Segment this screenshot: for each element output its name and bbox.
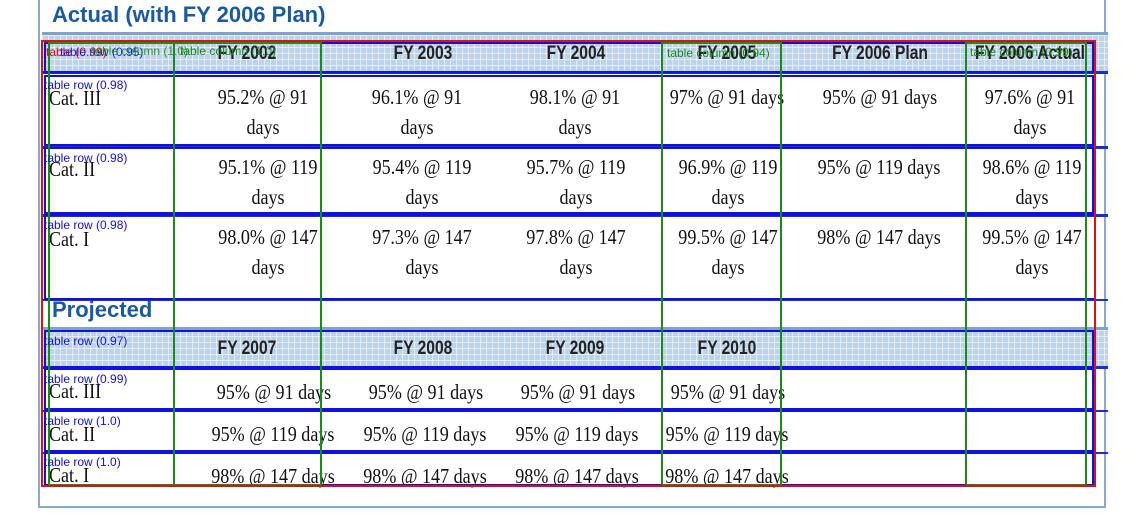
cell-proj-cat2-fy2007: 95% @ 119 days	[211, 422, 335, 446]
row-box-cat2	[44, 147, 1094, 214]
cell-cat2-fy2005: 96.9% @ 119 days	[678, 155, 778, 209]
cell-cat3-fy2002: 95.2% @ 91 days	[217, 85, 309, 139]
row-annotation-cat1: table row (0.98)	[44, 218, 128, 232]
cell-proj-cat2-fy2009: 95% @ 119 days	[515, 422, 639, 446]
cell-cat3-fy2006-actual: 97.6% @ 91 days	[984, 85, 1076, 139]
cell-cat1-fy2004: 97.8% @ 147 days	[526, 225, 626, 279]
cell-cat1-fy2002: 98.0% @ 147 days	[218, 225, 318, 279]
cell-proj-cat2-fy2008: 95% @ 119 days	[363, 422, 487, 446]
cell-cat2-fy2003: 95.4% @ 119 days	[372, 155, 472, 209]
cell-cat3-fy2003: 96.1% @ 91 days	[371, 85, 463, 139]
cell-proj-cat3-fy2007: 95% @ 91 days	[216, 380, 332, 404]
cell-cat2-fy2002: 95.1% @ 119 days	[218, 155, 318, 209]
table-annotation-label: table (0.99)	[46, 45, 107, 59]
projected-header-band	[42, 327, 1108, 369]
cell-cat2-fy2004: 95.7% @ 119 days	[526, 155, 626, 209]
header-fy2006-actual: FY 2006 Actual	[975, 43, 1085, 64]
row-box-header	[44, 42, 1094, 73]
cell-proj-cat2-fy2010: 95% @ 119 days	[665, 422, 789, 446]
actual-section-title: Actual (with FY 2006 Plan)	[52, 2, 326, 27]
header-fy2005: FY 2005	[697, 43, 757, 64]
cell-proj-cat3-fy2009: 95% @ 91 days	[520, 380, 636, 404]
row-annotation-proj-header: table row (0.97)	[44, 334, 128, 348]
header-fy2009: FY 2009	[545, 338, 605, 359]
cell-cat1-fy2006-plan: 98% @ 147 days	[817, 225, 941, 249]
row-annotation-proj-cat2: table row (1.0)	[44, 414, 121, 428]
header-fy2006-plan: FY 2006 Plan	[832, 43, 928, 64]
slide-frame	[38, 0, 1106, 508]
column-annotation-fy2005: table column (0.94)	[667, 46, 770, 60]
cell-cat1-fy2005: 99.5% @ 147 days	[678, 225, 778, 279]
row-box-proj-header	[44, 330, 1094, 368]
header-fy2003: FY 2003	[393, 43, 453, 64]
column-annotation-second: table column (1.0)	[180, 44, 277, 58]
row-label-proj-cat1: Cat. I	[49, 463, 90, 487]
column-annotation-first: table column (1.0)	[92, 44, 189, 58]
header-fy2002: FY 2002	[217, 43, 277, 64]
row-separator	[42, 299, 1108, 301]
row-label-proj-cat2: Cat. II	[49, 422, 96, 446]
row-annotation-cat3: table row (0.98)	[44, 78, 128, 92]
column-annotation-last: table column (0.99)	[970, 45, 1073, 59]
row-label-cat2: Cat. II	[49, 157, 96, 181]
row-box-proj-cat2	[44, 410, 1094, 452]
header-fy2004: FY 2004	[546, 43, 606, 64]
cell-cat3-fy2004: 98.1% @ 91 days	[529, 85, 621, 139]
header-fy2010: FY 2010	[697, 338, 757, 359]
row-annotation-header: table row (0.95)	[60, 45, 144, 59]
cell-cat1-fy2003: 97.3% @ 147 days	[372, 225, 472, 279]
projected-section-title: Projected	[52, 297, 153, 322]
header-fy2007: FY 2007	[217, 338, 277, 359]
cell-proj-cat3-fy2010: 95% @ 91 days	[670, 380, 786, 404]
cell-proj-cat3-fy2008: 95% @ 91 days	[368, 380, 484, 404]
header-fy2008: FY 2008	[393, 338, 453, 359]
row-label-proj-cat3: Cat. III	[49, 379, 102, 403]
cell-cat2-fy2006-plan: 95% @ 119 days	[817, 155, 941, 179]
cell-cat2-fy2006-actual: 98.6% @ 119 days	[982, 155, 1082, 209]
cell-cat3-fy2005: 97% @ 91 days	[669, 85, 785, 109]
row-box-cat3	[44, 75, 1094, 146]
row-annotation-proj-cat3: table row (0.99)	[44, 372, 128, 386]
row-box-proj-cat3	[44, 368, 1094, 410]
cell-cat3-fy2006-plan: 95% @ 91 days	[822, 85, 938, 109]
cell-cat1-fy2006-actual: 99.5% @ 147 days	[982, 225, 1082, 279]
row-annotation-proj-cat1: table row (1.0)	[44, 455, 121, 469]
row-annotation-cat2: table row (0.98)	[44, 151, 128, 165]
table-box	[41, 40, 1096, 487]
row-label-cat1: Cat. I	[49, 227, 90, 251]
row-label-cat3: Cat. III	[49, 86, 102, 110]
